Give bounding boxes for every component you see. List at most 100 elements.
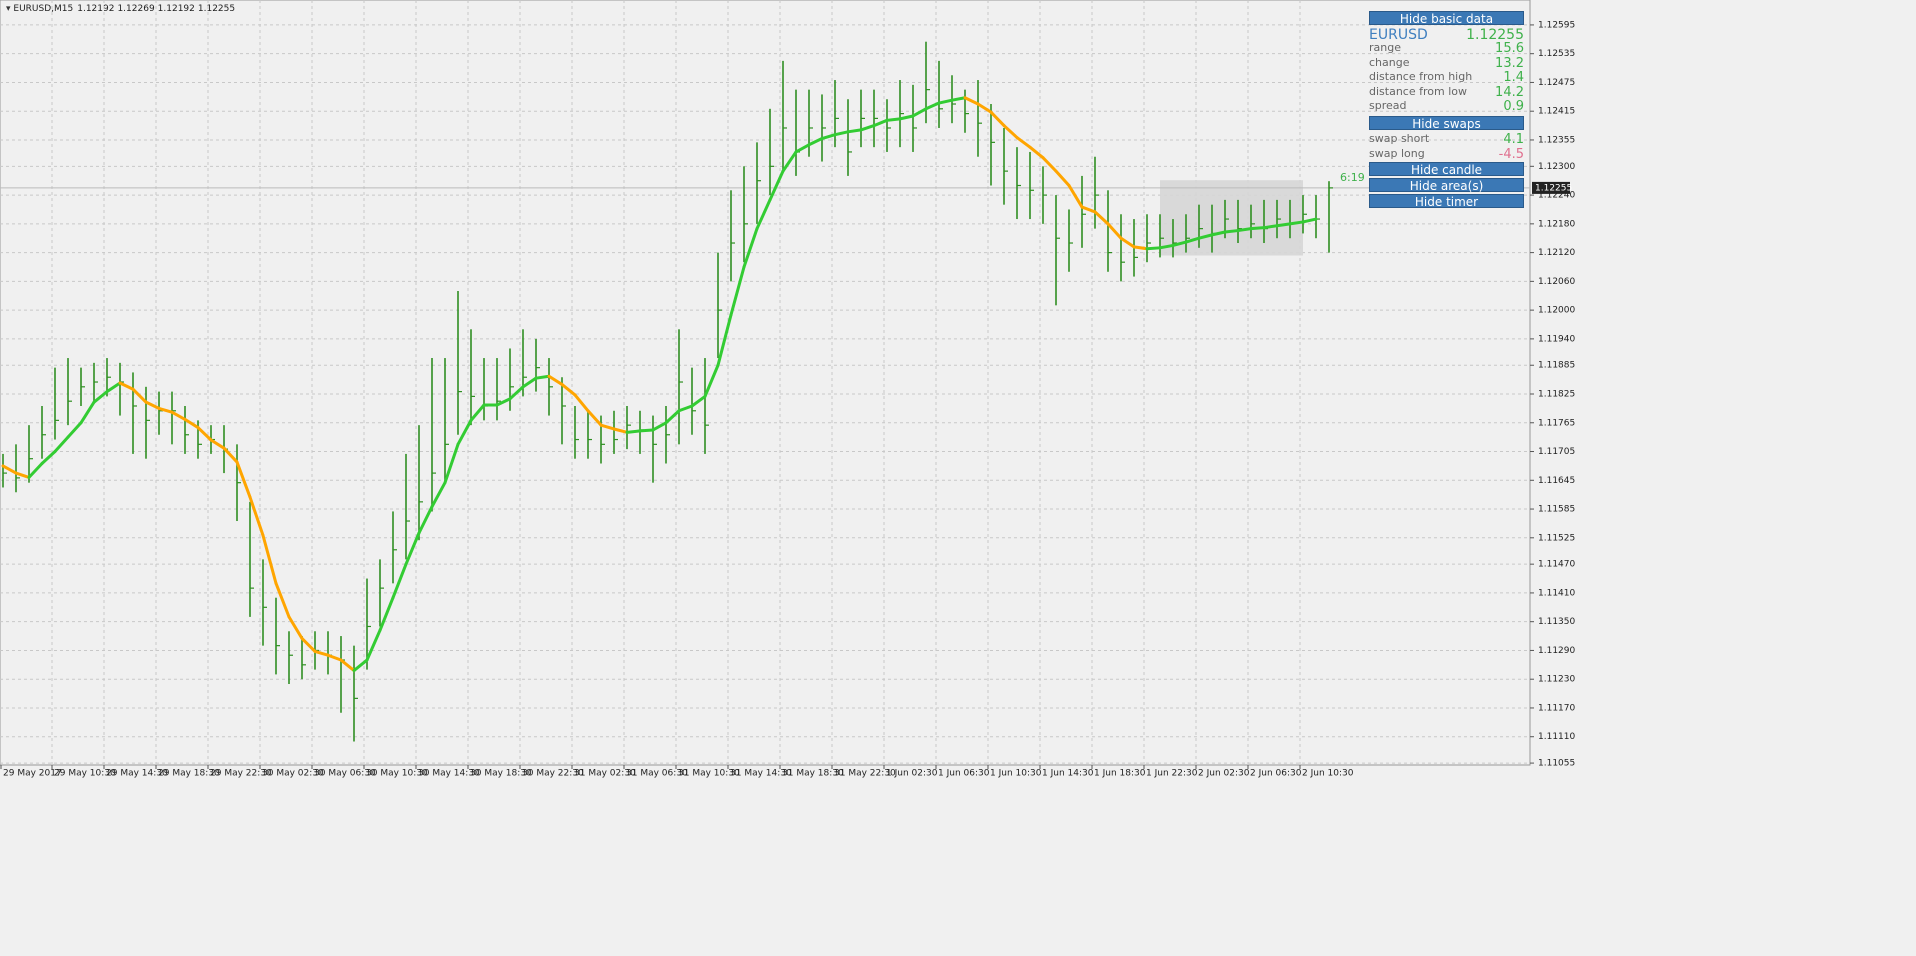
ma-segment xyxy=(521,376,538,389)
ma-segment xyxy=(1080,205,1097,214)
bar xyxy=(275,597,280,675)
y-tick-label: 1.12535 xyxy=(1538,49,1575,59)
bar xyxy=(1250,204,1255,239)
ma-segment xyxy=(339,658,356,673)
x-tick-label: 31 May 14:30 xyxy=(730,769,792,779)
ma-segment xyxy=(1210,230,1227,237)
bar xyxy=(249,501,254,617)
ma-segment xyxy=(170,410,187,421)
ma-segment xyxy=(209,438,226,450)
ma-segment xyxy=(1015,136,1032,149)
ma-segment xyxy=(898,114,915,121)
bar xyxy=(860,89,865,148)
x-tick-label: 31 May 02:30 xyxy=(574,769,636,779)
button[interactable]: Hide basic data xyxy=(1369,11,1524,26)
bar xyxy=(1094,156,1099,229)
bar xyxy=(236,444,241,522)
bar xyxy=(15,444,20,493)
button[interactable]: Hide area(s) xyxy=(1369,178,1524,193)
y-tick-label: 1.11055 xyxy=(1538,759,1575,769)
x-tick-label: 29 May 22:30 xyxy=(210,769,272,779)
x-tick-label: 1 Jun 14:30 xyxy=(1042,769,1094,779)
ma-segment xyxy=(118,381,135,391)
ma-segment xyxy=(1028,145,1045,160)
value: 15.6 xyxy=(1495,41,1524,56)
timer: 6:19 xyxy=(1340,171,1365,184)
x-tick-label: 29 May 18:30 xyxy=(158,769,220,779)
ma-segment xyxy=(690,394,707,408)
open: 1.12192 xyxy=(77,4,114,14)
panel-symbol: EURUSD xyxy=(1369,27,1428,43)
bar xyxy=(691,367,696,435)
bar xyxy=(743,166,748,263)
bar xyxy=(938,60,943,128)
bar xyxy=(288,631,293,684)
button[interactable]: Hide candle xyxy=(1369,162,1524,177)
ma-segment xyxy=(885,117,902,122)
bar xyxy=(1120,214,1125,282)
info-row: distance from low 14.2 xyxy=(1369,85,1524,100)
y-tick-label: 1.11110 xyxy=(1538,732,1575,742)
bar xyxy=(1198,204,1203,248)
x-tick-label: 31 May 06:30 xyxy=(626,769,688,779)
y-tick-label: 1.12120 xyxy=(1538,248,1575,258)
bar xyxy=(457,290,462,435)
button[interactable]: Hide swaps xyxy=(1369,116,1524,131)
y-tick-label: 1.11410 xyxy=(1538,588,1575,598)
ma-segment xyxy=(352,658,369,673)
bar xyxy=(782,60,787,172)
bar xyxy=(301,636,306,680)
info-row: swap long -4.5 xyxy=(1369,147,1524,162)
ma-segment xyxy=(456,418,473,446)
ma-segment xyxy=(378,596,395,632)
x-tick-label: 1 Jun 22:30 xyxy=(1146,769,1198,779)
ma-segment xyxy=(1262,224,1279,230)
y-tick-label: 1.11885 xyxy=(1538,361,1575,371)
ma-segment xyxy=(495,397,512,407)
ma-segment xyxy=(40,450,57,466)
header: ▾ EURUSD,M15 1.12192 1.12269 1.12192 1.12255 xyxy=(6,4,235,14)
ma-segment xyxy=(1,464,18,475)
value: 0.9 xyxy=(1503,99,1524,115)
ma-segment xyxy=(599,423,616,431)
y-tick-label: 1.12060 xyxy=(1538,277,1575,287)
bar xyxy=(132,372,137,454)
x-tick-label: 31 May 10:30 xyxy=(678,769,740,779)
ma-segment xyxy=(768,169,785,202)
ma-segment xyxy=(1093,210,1110,226)
ma-segment xyxy=(144,400,161,410)
label: distance from high xyxy=(1369,70,1473,84)
x-tick-label: 29 May 10:30 xyxy=(54,769,116,779)
x-tick-label: 1 Jun 18:30 xyxy=(1094,769,1146,779)
bar xyxy=(1042,166,1047,224)
x-tick-label: 1 Jun 06:30 xyxy=(938,769,990,779)
ma-segment xyxy=(105,381,122,394)
header-arrow: ▾ xyxy=(6,4,13,14)
bar xyxy=(561,377,566,445)
bar xyxy=(171,391,176,445)
ma-segment xyxy=(1288,220,1305,226)
y-tick-label: 1.11290 xyxy=(1538,646,1575,656)
ma-segment xyxy=(859,124,876,132)
bar xyxy=(886,99,891,152)
ma-segment xyxy=(664,409,681,425)
ma-segment xyxy=(573,393,590,413)
ma-segment xyxy=(781,150,798,173)
chart: ▾ EURUSD,M15 1.12192 1.12269 1.12192 1.12255… xyxy=(0,0,1575,779)
bar xyxy=(418,425,423,541)
x-tick-label: 1 Jun 10:30 xyxy=(990,769,1042,779)
value: 13.2 xyxy=(1495,55,1524,71)
y-tick-label: 1.11825 xyxy=(1538,390,1575,400)
y-tick-label: 1.11170 xyxy=(1538,703,1575,713)
bar xyxy=(353,645,358,742)
x-tick-label: 1 Jun 02:30 xyxy=(886,769,938,779)
y-tick-label: 1.12475 xyxy=(1538,78,1575,88)
close: 1.12255 xyxy=(198,4,235,14)
ma-segment xyxy=(326,653,343,662)
bar xyxy=(574,405,579,459)
bar xyxy=(1107,190,1112,272)
x-tick-label: 30 May 02:30 xyxy=(262,769,324,779)
button[interactable]: Hide timer xyxy=(1369,194,1524,209)
ma-segment xyxy=(807,137,824,147)
x-tick-label: 2 Jun 02:30 xyxy=(1198,769,1250,779)
